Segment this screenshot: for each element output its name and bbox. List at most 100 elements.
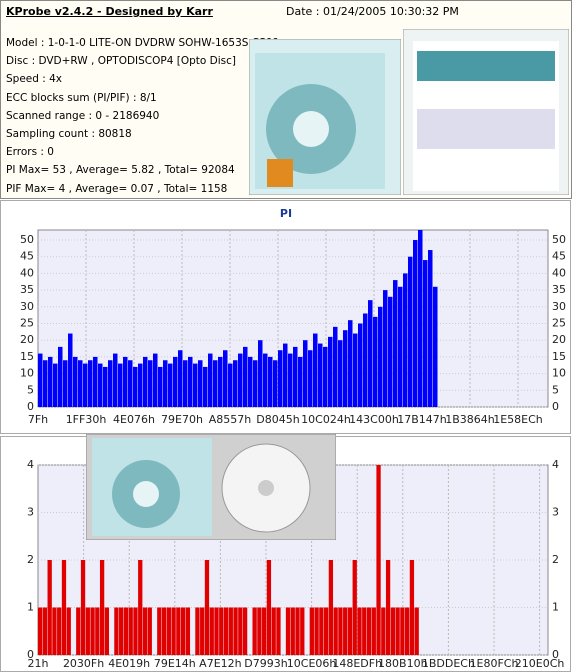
y2-tick-label: 2	[552, 553, 559, 566]
bar	[88, 360, 93, 407]
bar	[353, 333, 358, 407]
bar	[223, 350, 228, 407]
bar	[163, 360, 168, 407]
bar	[295, 607, 300, 655]
bar	[143, 356, 148, 407]
bar	[248, 356, 253, 407]
x-tick-label: 1B3864h	[445, 413, 495, 426]
bar	[373, 316, 378, 407]
bar	[218, 356, 223, 407]
y-tick-label: 20	[20, 333, 34, 346]
bar	[58, 346, 63, 407]
bar	[285, 607, 291, 655]
x-tick-label: 10C024h	[301, 413, 351, 426]
bar	[400, 607, 405, 655]
bar	[166, 607, 171, 655]
y-tick-label: 5	[27, 383, 34, 396]
bar	[68, 333, 73, 407]
bar	[338, 607, 343, 655]
y-tick-label: 25	[20, 317, 34, 330]
bar	[48, 356, 53, 407]
bar	[157, 607, 162, 655]
bar	[104, 607, 110, 655]
bar	[83, 363, 88, 407]
bar	[213, 360, 218, 407]
bar	[76, 607, 81, 655]
scan-date: Date : 01/24/2005 10:30:32 PM	[286, 5, 459, 18]
bar	[328, 336, 333, 407]
x-tick-label: D8045h	[256, 413, 299, 426]
x-tick-label: 79E14h	[154, 657, 196, 670]
x-tick-label: 148EDFh	[332, 657, 382, 670]
bar	[278, 350, 283, 407]
y2-tick-label: 35	[552, 283, 566, 296]
info-lines: Model : 1-0-1-0 LITE-ON DVDRW SOHW-1653S…	[6, 34, 279, 198]
y-tick-label: 35	[20, 283, 34, 296]
x-tick-label: 2030Fh	[63, 657, 104, 670]
bar	[118, 363, 123, 407]
bar	[293, 346, 298, 407]
y2-tick-label: 5	[552, 383, 559, 396]
bar	[262, 607, 267, 655]
bar	[128, 607, 133, 655]
x-tick-label: 10CE06h	[287, 657, 337, 670]
info-line: Sampling count : 80818	[6, 128, 132, 141]
bar	[103, 366, 108, 407]
y2-tick-label: 30	[552, 300, 566, 313]
bar	[138, 363, 143, 407]
bar	[363, 313, 368, 407]
bar	[273, 360, 278, 407]
y-tick-label: 50	[20, 233, 34, 246]
bar	[413, 240, 418, 407]
app-title: KProbe v2.4.2 - Designed by Karr	[6, 5, 213, 18]
bar	[153, 353, 158, 407]
y2-tick-label: 50	[552, 233, 566, 246]
bar	[385, 560, 391, 655]
info-line: PI Max= 53 , Average= 5.82 , Total= 9208…	[6, 164, 235, 177]
bar	[357, 607, 362, 655]
bar	[42, 607, 48, 655]
y2-tick-label: 4	[552, 458, 559, 471]
bar	[428, 250, 433, 407]
bar	[253, 360, 258, 407]
bar	[133, 607, 138, 655]
bar	[263, 353, 268, 407]
bar	[271, 607, 276, 655]
y-tick-label: 4	[27, 458, 34, 471]
bar	[252, 607, 257, 655]
info-line: Model : 1-0-1-0 LITE-ON DVDRW SOHW-1653S…	[6, 37, 280, 49]
bar	[398, 286, 403, 407]
bar	[418, 230, 423, 407]
x-tick-label: A7E12h	[199, 657, 241, 670]
bar	[388, 296, 393, 407]
bar	[290, 607, 295, 655]
y2-tick-label: 10	[552, 367, 566, 380]
y-tick-label: 30	[20, 300, 34, 313]
bar	[366, 607, 372, 655]
info-line: PIF Max= 4 , Average= 0.07 , Total= 1158	[6, 182, 228, 195]
bar	[405, 607, 410, 655]
y2-tick-label: 3	[552, 506, 559, 519]
bar	[257, 607, 262, 655]
bar	[161, 607, 167, 655]
bar	[80, 560, 86, 655]
bar	[176, 607, 181, 655]
bar	[314, 607, 319, 655]
bar	[390, 607, 395, 655]
bar	[348, 320, 353, 407]
x-tick-label: 1E80FCh	[470, 657, 519, 670]
bar	[300, 607, 305, 655]
bar	[414, 607, 419, 655]
x-tick-label: 7Fh	[28, 413, 48, 426]
bar	[98, 363, 103, 407]
bar	[158, 366, 163, 407]
bar	[203, 366, 208, 407]
bar	[214, 607, 219, 655]
bar	[47, 560, 52, 655]
bar	[38, 353, 43, 407]
pi-chart: PI 7Fh 1FF30h 4E076h 79E70h A8557h D8045h 10C0…	[0, 200, 571, 434]
y-tick-label: 0	[27, 400, 34, 413]
bar	[376, 465, 381, 655]
bar	[268, 356, 273, 407]
